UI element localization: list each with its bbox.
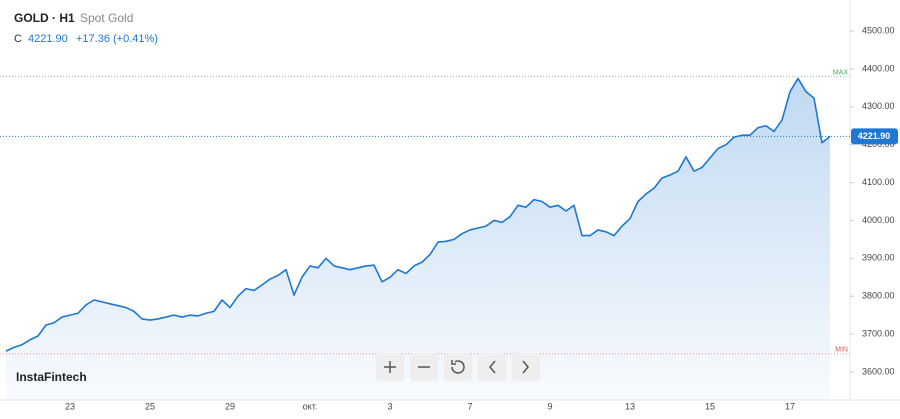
y-tick-label: 3800.00 [862, 291, 895, 301]
instrument: Spot Gold [80, 11, 133, 25]
x-tick-label: 29 [225, 401, 235, 411]
x-tick-label: 17 [785, 401, 795, 411]
scroll-right-button[interactable] [512, 353, 540, 381]
scroll-left-button[interactable] [478, 353, 506, 381]
price-tag-label: 4221.90 [858, 131, 891, 141]
y-tick-label: 4500.00 [862, 25, 895, 35]
zoom-controls [376, 353, 540, 381]
left-icon [489, 360, 496, 374]
y-tick-label: 3700.00 [862, 328, 895, 338]
close-value: 4221.90 [28, 33, 68, 45]
logo: InstaFintech [16, 370, 87, 384]
y-tick-label: 3600.00 [862, 366, 895, 376]
x-tick-label: 13 [625, 401, 635, 411]
y-tick-label: 4300.00 [862, 101, 895, 111]
change: +17.36 (+0.41%) [76, 33, 158, 45]
symbol: GOLD · H1 [14, 11, 75, 25]
x-tick-label: 3 [387, 401, 392, 411]
x-tick-label: 23 [65, 401, 75, 411]
y-tick-label: 4100.00 [862, 177, 895, 187]
y-tick-label: 3900.00 [862, 253, 895, 263]
x-tick-label: 7 [467, 401, 472, 411]
x-tick-label: окт. [303, 401, 318, 411]
y-tick-label: 4000.00 [862, 215, 895, 225]
min-line-label: MIN [835, 347, 848, 354]
close-prefix: C [14, 33, 22, 45]
price-tag [851, 128, 898, 145]
x-tick-label: 25 [145, 401, 155, 411]
price-line [5, 77, 831, 352]
y-tick-label: 4400.00 [862, 63, 895, 73]
area [6, 78, 830, 400]
right-icon [522, 360, 529, 374]
reset-button[interactable] [444, 353, 472, 381]
max-line-label: MAX [833, 69, 849, 76]
x-tick-label: 15 [705, 401, 715, 411]
x-tick-label: 9 [547, 401, 552, 411]
plus-icon [384, 361, 396, 373]
reset-icon [451, 360, 465, 374]
